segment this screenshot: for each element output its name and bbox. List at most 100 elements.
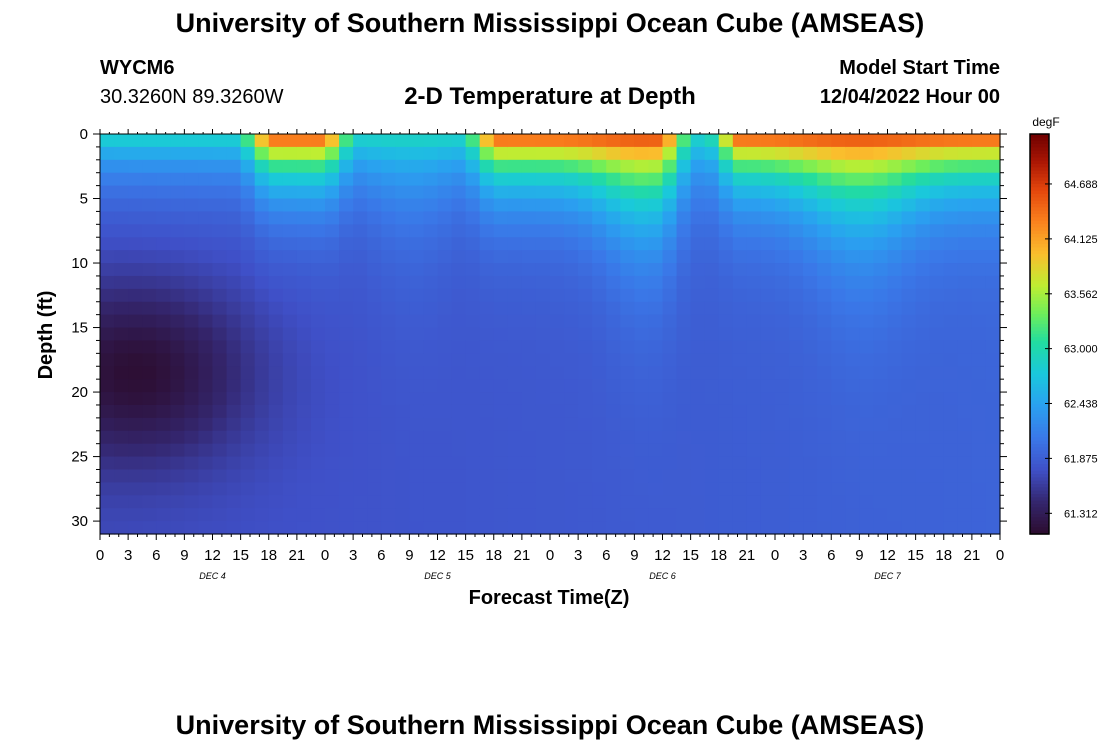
colorbar-segment xyxy=(1030,217,1049,222)
heatmap-cells xyxy=(100,134,1001,535)
heatmap-cell xyxy=(929,224,945,238)
heatmap-cell xyxy=(493,159,509,174)
heatmap-cell xyxy=(564,185,579,200)
heatmap-cell xyxy=(521,353,537,367)
heatmap-cell xyxy=(901,404,917,419)
heatmap-cell xyxy=(310,456,326,471)
heatmap-cell xyxy=(831,159,846,174)
heatmap-cell xyxy=(184,301,200,316)
heatmap-cell xyxy=(929,198,945,213)
heatmap-cell xyxy=(845,146,860,161)
heatmap-cell xyxy=(634,340,650,354)
heatmap-cell xyxy=(437,275,453,290)
heatmap-cell xyxy=(971,263,987,277)
heatmap-cell xyxy=(465,495,481,509)
heatmap-cell xyxy=(254,146,270,161)
heatmap-cell xyxy=(296,211,312,225)
heatmap-cell xyxy=(746,443,762,458)
heatmap-cell xyxy=(128,275,143,290)
heatmap-cell xyxy=(142,443,157,458)
heatmap-cell xyxy=(817,482,832,496)
footer-title: University of Southern Mississippi Ocean… xyxy=(175,710,925,740)
heatmap-cell xyxy=(732,353,748,367)
heatmap-cell xyxy=(114,469,129,483)
heatmap-cell xyxy=(929,482,945,496)
heatmap-cell xyxy=(985,275,1001,290)
heatmap-cell xyxy=(845,392,860,406)
heatmap-cell xyxy=(507,275,523,290)
heatmap-cell xyxy=(282,211,298,225)
heatmap-cell xyxy=(564,314,579,329)
heatmap-cell xyxy=(845,301,860,316)
heatmap-cell xyxy=(254,340,270,354)
heatmap-cell xyxy=(325,237,340,251)
heatmap-cell xyxy=(550,392,565,406)
heatmap-cell xyxy=(915,456,931,471)
heatmap-cell xyxy=(212,417,228,432)
heatmap-cell xyxy=(634,469,650,483)
heatmap-cell xyxy=(128,134,143,148)
heatmap-cell xyxy=(606,508,621,522)
heatmap-cell xyxy=(732,392,748,406)
heatmap-cell xyxy=(437,482,453,496)
heatmap-cell xyxy=(746,250,762,264)
heatmap-cell xyxy=(521,443,537,458)
colorbar-segment xyxy=(1030,140,1049,145)
colorbar-segment xyxy=(1030,167,1049,172)
heatmap-cell xyxy=(578,172,593,187)
heatmap-cell xyxy=(282,495,298,509)
heatmap-cell xyxy=(915,495,931,509)
heatmap-cell xyxy=(128,250,143,264)
heatmap-cell xyxy=(395,404,410,419)
heatmap-cell xyxy=(226,417,242,432)
heatmap-cell xyxy=(296,224,312,238)
heatmap-cell xyxy=(282,482,298,496)
heatmap-cell xyxy=(367,430,382,445)
heatmap-cell xyxy=(507,482,523,496)
heatmap-cell xyxy=(353,469,368,483)
colorbar-segment xyxy=(1030,337,1049,342)
colorbar-segment xyxy=(1030,144,1049,148)
heatmap-cell xyxy=(100,185,115,200)
heatmap-cell xyxy=(634,185,650,200)
x-tick-label: 15 xyxy=(232,547,249,564)
colorbar-segment xyxy=(1030,307,1049,312)
heatmap-cell xyxy=(775,237,790,251)
heatmap-cell xyxy=(254,314,270,329)
heatmap-cell xyxy=(915,198,931,213)
heatmap-cell xyxy=(648,263,664,277)
heatmap-cell xyxy=(971,482,987,496)
heatmap-cell xyxy=(704,172,720,187)
heatmap-cell xyxy=(465,172,481,187)
heatmap-cell xyxy=(915,508,931,522)
heatmap-cell xyxy=(535,172,551,187)
heatmap-cell xyxy=(240,495,256,509)
heatmap-cell xyxy=(564,495,579,509)
heatmap-cell xyxy=(845,134,860,148)
heatmap-cell xyxy=(451,508,467,522)
heatmap-cell xyxy=(156,250,171,264)
heatmap-cell xyxy=(859,482,875,496)
heatmap-cell xyxy=(676,275,692,290)
heatmap-cell xyxy=(437,404,453,419)
heatmap-cell xyxy=(423,159,439,174)
heatmap-cell xyxy=(943,404,959,419)
heatmap-cell xyxy=(943,275,959,290)
heatmap-cell xyxy=(592,288,607,303)
heatmap-cell xyxy=(564,366,579,380)
heatmap-cell xyxy=(887,366,903,380)
heatmap-cell xyxy=(325,327,340,342)
heatmap-cell xyxy=(648,146,664,161)
heatmap-cell xyxy=(929,288,945,303)
heatmap-cell xyxy=(521,456,537,471)
heatmap-cell xyxy=(620,263,635,277)
heatmap-cell xyxy=(296,495,312,509)
heatmap-cell xyxy=(915,250,931,264)
colorbar-segment xyxy=(1030,194,1049,198)
heatmap-cell xyxy=(367,224,382,238)
heatmap-cell xyxy=(437,508,453,522)
heatmap-cell xyxy=(985,288,1001,303)
heatmap-cell xyxy=(760,327,776,342)
heatmap-cell xyxy=(732,327,748,342)
heatmap-cell xyxy=(606,456,621,471)
